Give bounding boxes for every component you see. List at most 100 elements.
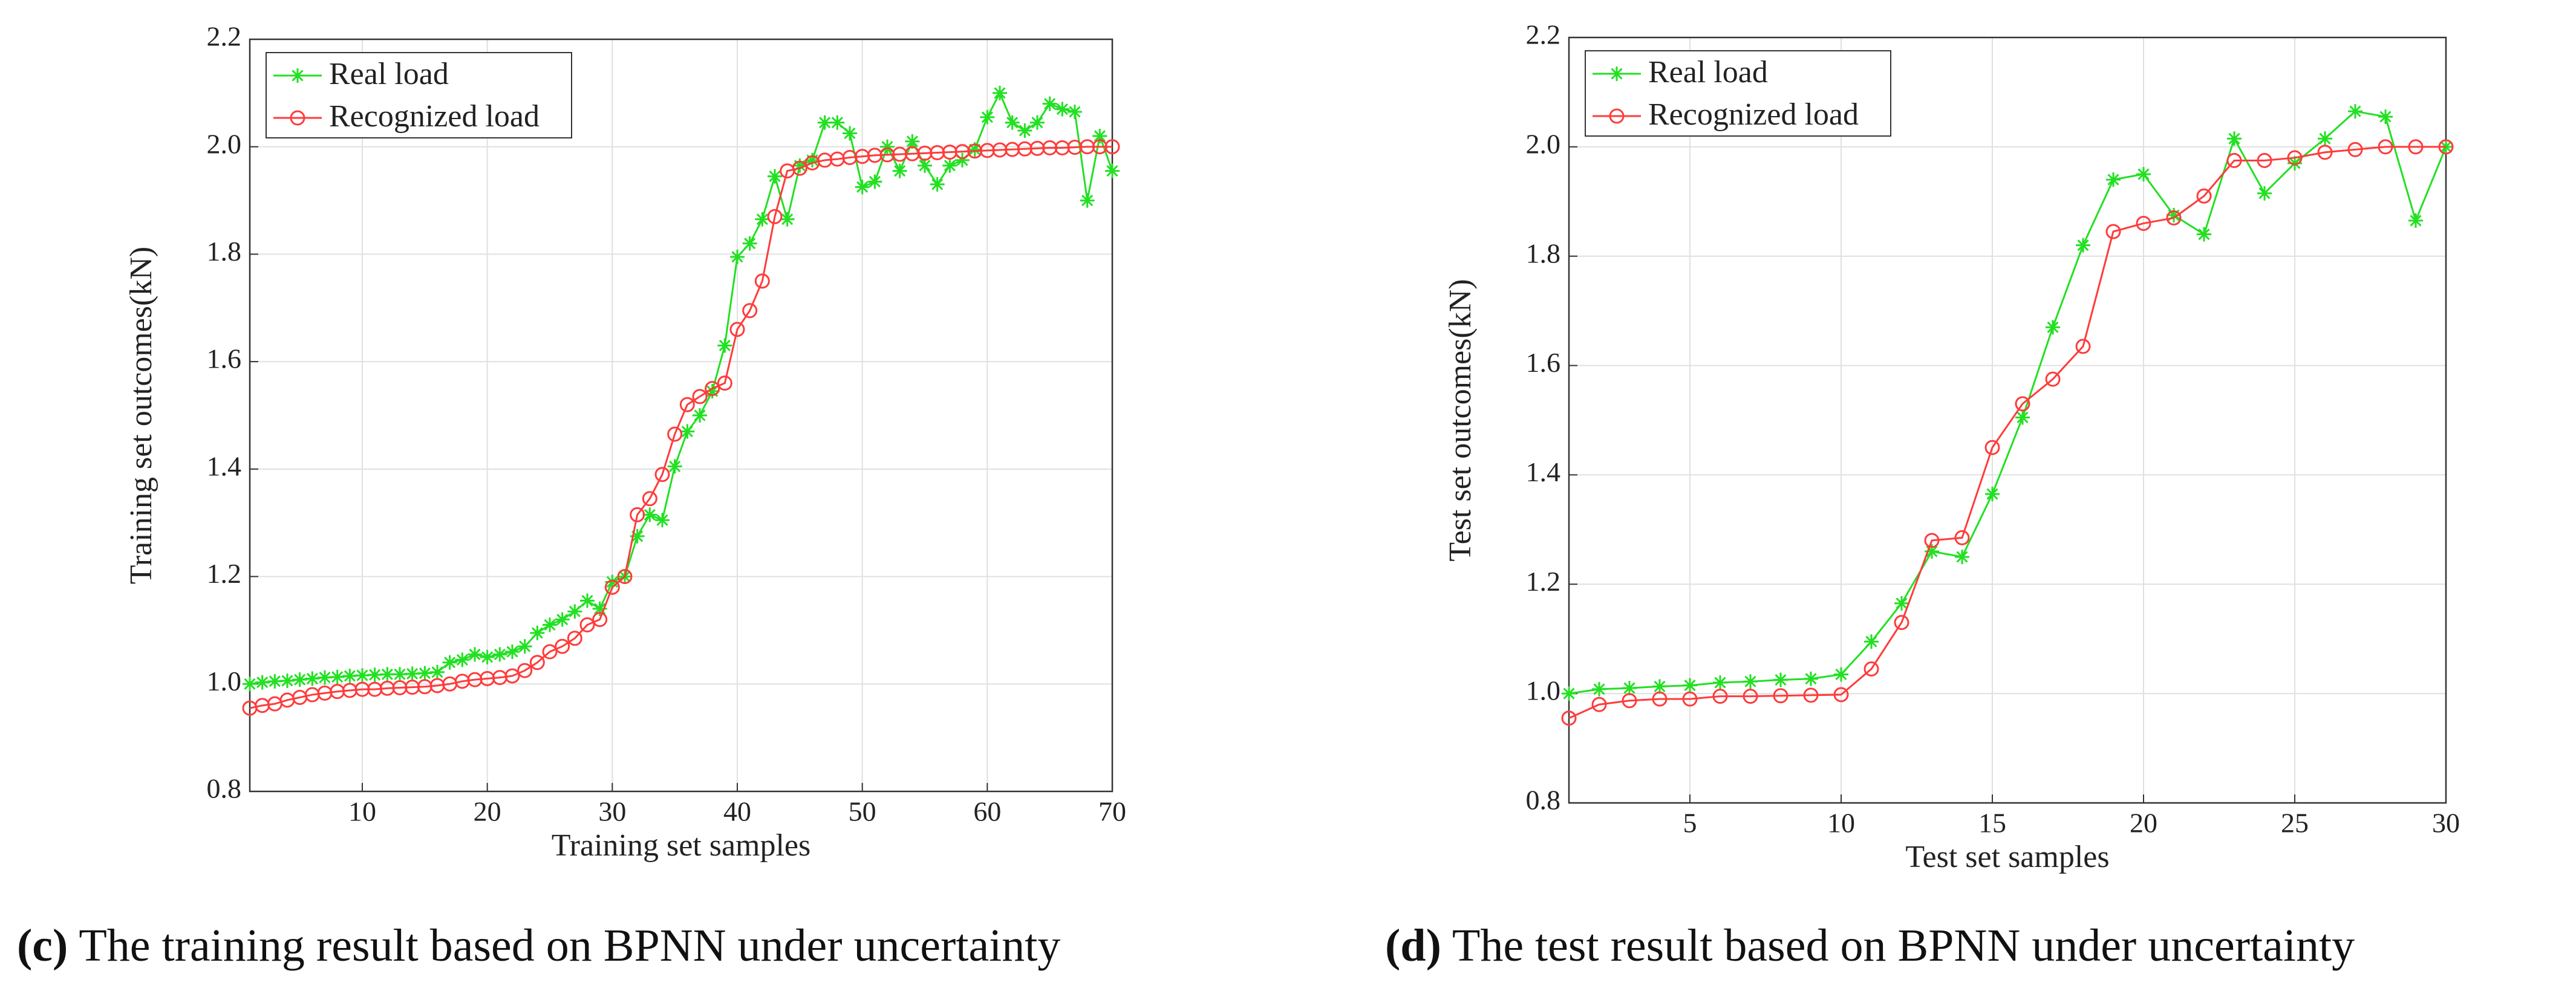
marker [717, 375, 732, 391]
marker [830, 115, 845, 130]
y-tick-label: 1.2 [207, 558, 242, 589]
marker [1743, 689, 1758, 704]
marker [1017, 123, 1032, 138]
y-tick-label: 1.4 [207, 450, 242, 481]
marker [292, 672, 307, 687]
marker [1092, 128, 1107, 143]
marker [305, 671, 320, 686]
y-tick-label: 1.8 [1526, 238, 1561, 268]
marker [679, 397, 695, 412]
marker [630, 507, 645, 522]
marker [2318, 131, 2332, 146]
marker [1105, 163, 1120, 178]
caption-label: (c) [17, 920, 68, 971]
marker [1894, 596, 1909, 611]
x-tick-label: 70 [1098, 796, 1126, 827]
marker [480, 649, 495, 664]
x-tick-label: 25 [2281, 808, 2309, 839]
marker [555, 638, 570, 654]
marker [2197, 227, 2211, 242]
marker [2287, 150, 2303, 166]
x-tick-label: 10 [348, 796, 376, 827]
marker [993, 85, 1007, 100]
marker [843, 126, 857, 141]
marker [705, 381, 720, 397]
marker [342, 668, 357, 683]
marker [2136, 167, 2151, 182]
marker [430, 664, 445, 680]
caption: (c) The training result based on BPNN und… [17, 920, 1060, 971]
marker [330, 669, 345, 684]
marker [504, 668, 520, 684]
series-line [1568, 146, 2446, 719]
legend-marker [290, 110, 305, 126]
marker [667, 426, 683, 442]
x-tick-label: 60 [973, 796, 1001, 827]
marker [642, 491, 657, 507]
marker [517, 663, 533, 678]
marker [2257, 152, 2272, 168]
plot-frame [249, 38, 1114, 793]
legend-marker [1609, 108, 1625, 124]
x-tick-label: 30 [598, 796, 626, 827]
marker [1068, 104, 1082, 119]
legend-marker [290, 68, 305, 83]
legend-marker [1609, 67, 1624, 81]
marker [2105, 224, 2121, 239]
marker [705, 384, 720, 399]
marker [592, 612, 608, 628]
marker [642, 507, 657, 522]
marker [255, 675, 270, 690]
marker [667, 459, 682, 474]
marker [1005, 115, 1020, 130]
marker [492, 647, 507, 662]
marker [754, 273, 770, 289]
marker [555, 612, 570, 627]
marker [1030, 115, 1045, 130]
marker [468, 647, 482, 662]
x-tick-label: 15 [1978, 808, 2006, 839]
marker [543, 617, 557, 632]
marker [742, 303, 758, 319]
marker [2378, 139, 2393, 155]
caption-text: The test result based on BPNN under unce… [1452, 920, 2355, 971]
marker [2348, 104, 2362, 119]
marker [1925, 544, 1939, 559]
marker [980, 109, 995, 125]
marker [1682, 691, 1698, 707]
marker [579, 617, 595, 633]
marker [2378, 109, 2393, 125]
y-tick-label: 1.6 [1526, 347, 1561, 378]
marker [755, 212, 770, 227]
marker [2408, 213, 2423, 228]
marker [1804, 671, 1818, 686]
marker [1864, 661, 1879, 677]
marker [1592, 681, 1606, 696]
x-tick-label: 40 [723, 796, 751, 827]
marker [604, 579, 620, 595]
marker [517, 639, 532, 654]
chart: 0.8 1.0 1.2 1.4 1.6 1.8 2.0 2.2 10 20 30 40 50 60 70 Re… [17, 21, 1126, 972]
marker [1743, 674, 1758, 689]
marker [942, 158, 957, 173]
x-tick-label: 5 [1683, 808, 1697, 839]
marker [1080, 193, 1095, 208]
marker [1652, 679, 1667, 694]
marker [792, 160, 807, 176]
marker [2287, 155, 2302, 170]
marker [892, 163, 907, 178]
marker [1833, 687, 1849, 703]
marker [1864, 634, 1879, 649]
y-tick-label: 2.2 [1526, 19, 1561, 50]
marker [529, 655, 545, 670]
marker [2196, 188, 2212, 204]
marker [442, 655, 457, 670]
marker [1712, 689, 1728, 704]
caption-label: (d) [1385, 920, 1441, 971]
marker [1713, 675, 1727, 690]
marker [1773, 672, 1788, 687]
marker [2408, 139, 2424, 155]
legend-label: Real load [1648, 55, 1768, 89]
y-tick-label: 0.8 [1526, 785, 1561, 816]
x-tick-label: 50 [849, 796, 876, 827]
